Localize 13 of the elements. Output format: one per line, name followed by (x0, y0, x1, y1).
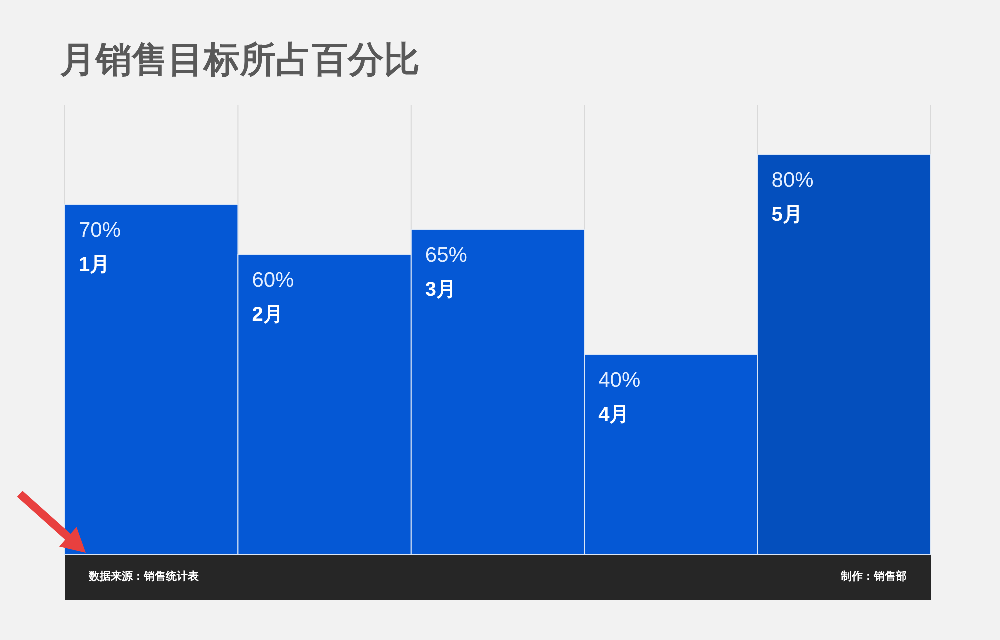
x-tick-label: 2月 (252, 304, 284, 326)
data-label: 40% (598, 369, 641, 392)
text: 制作：销售部 (841, 570, 907, 585)
x-tick-label: 3月 (425, 279, 457, 301)
x-tick-label: 4月 (598, 404, 630, 426)
data-label: 80% (772, 169, 814, 192)
x-tick-label: 5月 (772, 204, 803, 226)
source-note: 数据来源：销售统计表 (89, 570, 199, 585)
x-tick-label: 1月 (79, 254, 110, 276)
chart-title: 月销售目标所占百分比 (59, 39, 420, 80)
data-label: 70% (79, 219, 122, 242)
data-label: 65% (425, 244, 468, 267)
data-label: 60% (252, 269, 294, 292)
